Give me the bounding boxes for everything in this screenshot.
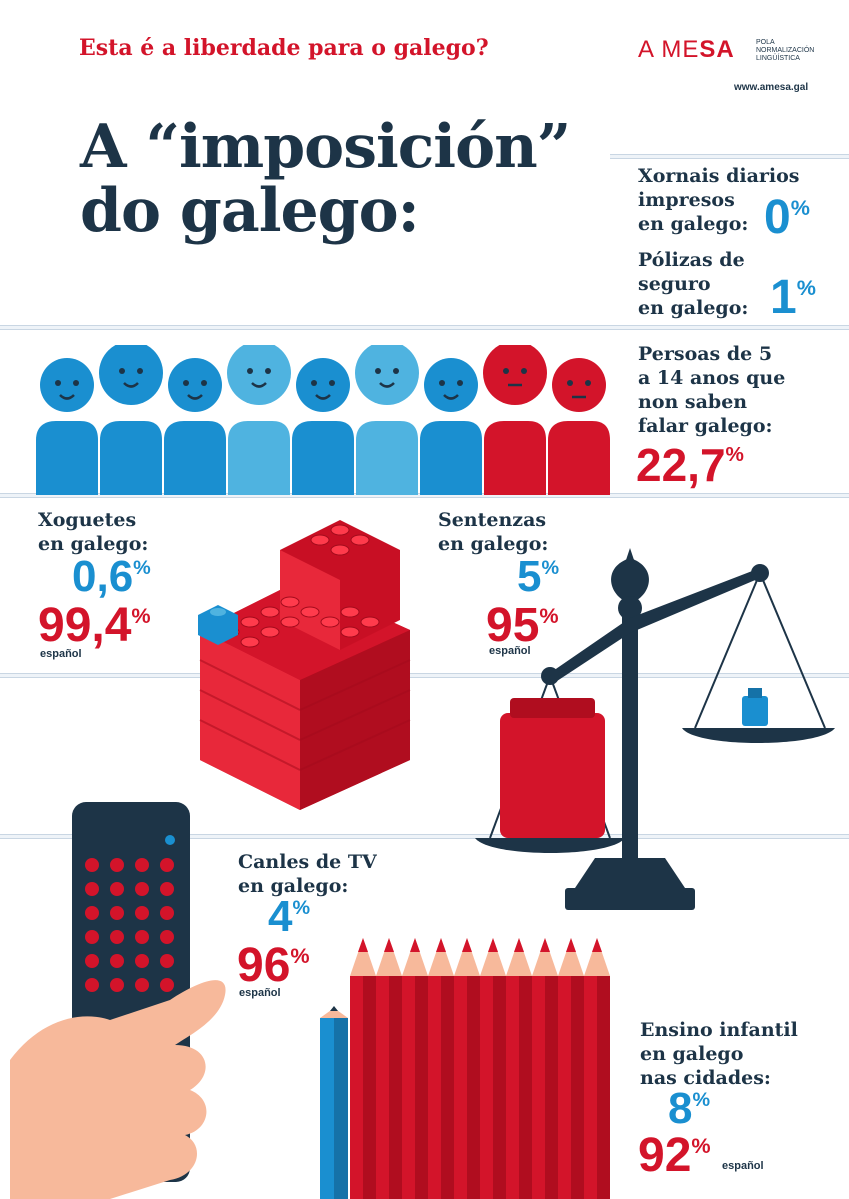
stat-persoas-label: Persoas de 5 a 14 anos que non saben fal…: [638, 343, 786, 437]
pencil: [376, 938, 402, 1199]
kicker-title: Esta é a liberdade para o galego?: [79, 35, 489, 61]
remote-button: [160, 858, 174, 872]
pencil: [454, 938, 480, 1199]
remote-button: [135, 906, 149, 920]
person-figure: [227, 345, 291, 495]
pencil: [480, 938, 506, 1199]
stat-canles-label: Canles de TV en galego:: [238, 851, 377, 897]
page-title: A “imposición” do galego:: [80, 112, 571, 246]
remote-button: [110, 858, 124, 872]
pencil: [402, 938, 428, 1199]
remote-button: [110, 930, 124, 944]
pencil: [584, 938, 610, 1199]
remote-button: [160, 930, 174, 944]
pencil: [532, 938, 558, 1199]
remote-button: [85, 858, 99, 872]
stat-canles-es-value: 96%: [237, 939, 310, 992]
pencil: [558, 938, 584, 1199]
stat-sentenzas-es-label: español: [489, 645, 531, 657]
stat-xornais-value: 0%: [764, 191, 810, 244]
people-illustration: [36, 345, 610, 495]
person-figure: [355, 345, 419, 495]
remote-button: [85, 954, 99, 968]
person-figure: [292, 358, 354, 495]
stat-xoguetes-es-value: 99,4%: [38, 599, 151, 652]
ruled-line: [0, 325, 849, 330]
stat-xoguetes-gl-value: 0,6%: [72, 552, 151, 601]
stat-persoas-value: 22,7%: [636, 439, 744, 491]
tv-remote-illustration: [10, 802, 226, 1199]
remote-button: [110, 906, 124, 920]
remote-button: [85, 906, 99, 920]
person-figure: [548, 358, 610, 495]
stat-sentenzas-gl-value: 5%: [517, 552, 560, 601]
stat-xoguetes-label: Xoguetes en galego:: [38, 509, 149, 555]
remote-button: [160, 882, 174, 896]
stat-ensino-label: Ensino infantil en galego nas cidades:: [640, 1019, 798, 1089]
stat-ensino-gl-value: 8%: [668, 1084, 711, 1133]
remote-button: [110, 978, 124, 992]
scales-of-justice-illustration: [475, 548, 835, 910]
remote-button: [85, 882, 99, 896]
pencil: [428, 938, 454, 1199]
remote-button: [160, 978, 174, 992]
person-figure: [99, 345, 163, 495]
stat-xornais-label: Xornais diarios impresos en galego:: [638, 165, 800, 235]
remote-button: [160, 954, 174, 968]
stat-canles-gl-value: 4%: [268, 892, 311, 941]
pencils-illustration: [320, 938, 610, 1199]
remote-button: [85, 978, 99, 992]
ruled-line: [0, 834, 849, 839]
ruled-line: [610, 154, 849, 159]
pencil: [350, 938, 376, 1199]
amesa-logo: A MESA POLA NORMALIZACIÓN LINGÜÍSTICA: [638, 36, 815, 63]
remote-button: [110, 954, 124, 968]
website-url[interactable]: www.amesa.gal: [734, 82, 809, 93]
stat-ensino-es-label: español: [722, 1160, 764, 1172]
remote-button: [110, 882, 124, 896]
stat-sentenzas-es-value: 95%: [486, 599, 559, 652]
remote-button: [135, 978, 149, 992]
stat-xoguetes-es-label: español: [40, 648, 82, 660]
remote-button: [135, 954, 149, 968]
lego-bricks-illustration: [198, 520, 411, 810]
remote-button: [135, 882, 149, 896]
remote-button: [160, 906, 174, 920]
ruled-line: [0, 673, 849, 678]
remote-button: [135, 858, 149, 872]
stat-ensino-es-value: 92%: [638, 1129, 711, 1182]
stat-polizas-value: 1%: [770, 271, 816, 324]
stat-sentenzas-label: Sentenzas en galego:: [438, 509, 549, 555]
remote-button: [135, 930, 149, 944]
remote-button: [85, 930, 99, 944]
person-figure: [164, 358, 226, 495]
person-figure: [420, 358, 482, 495]
person-figure: [36, 358, 98, 495]
stat-polizas-label: Pólizas de seguro en galego:: [638, 249, 749, 319]
pencil: [506, 938, 532, 1199]
stat-canles-es-label: español: [239, 987, 281, 999]
person-figure: [483, 345, 547, 495]
